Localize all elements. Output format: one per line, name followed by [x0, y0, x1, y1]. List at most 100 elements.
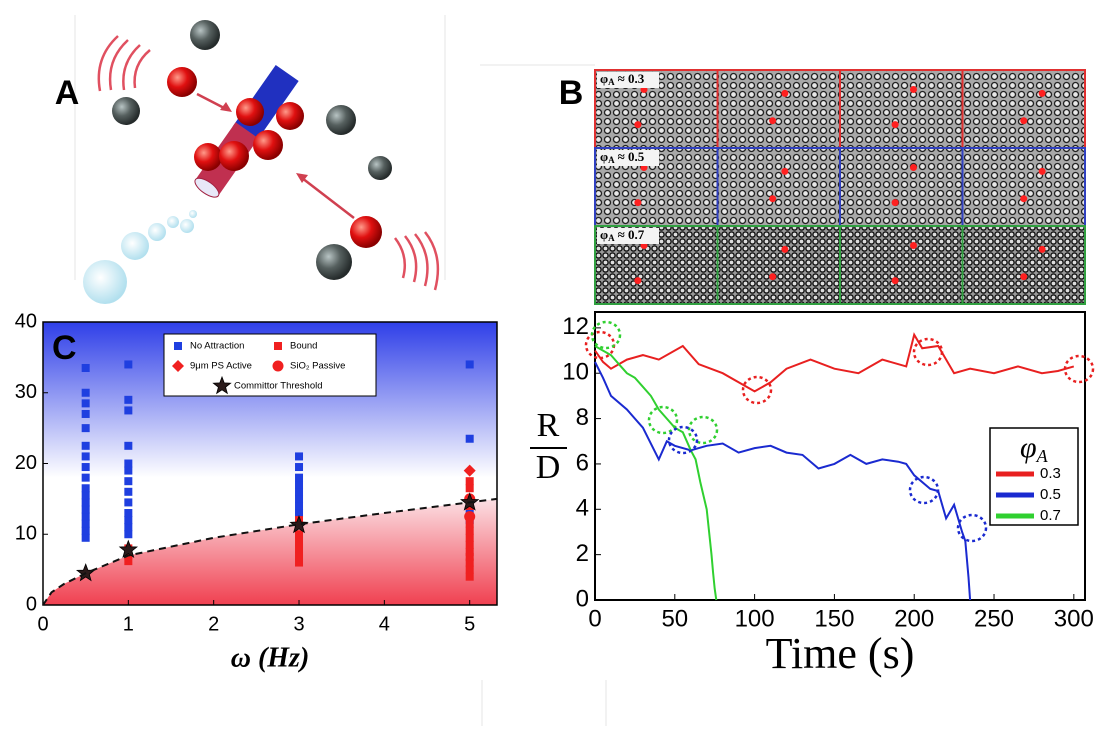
point [82, 410, 90, 418]
micrograph [963, 226, 1086, 304]
point [466, 548, 474, 556]
tracked-particle [1039, 90, 1046, 97]
micrograph [963, 148, 1086, 226]
row-label: φA≈ 0.7 [600, 227, 645, 243]
y-tick-label: 0 [26, 593, 37, 615]
y-tick-label: 4 [576, 495, 589, 522]
point [466, 477, 474, 485]
point [466, 566, 474, 574]
point [82, 513, 90, 521]
point [82, 505, 90, 513]
tracked-particle [781, 246, 788, 253]
point [82, 484, 90, 492]
page: A B φA≈ 0.3φA≈ 0.5φA≈ 0.7 01020304001234… [0, 0, 1105, 731]
point [124, 530, 132, 538]
point [466, 484, 474, 492]
point [82, 534, 90, 542]
tracked-particle [769, 195, 776, 202]
y-tick-label: 6 [576, 449, 589, 476]
point [295, 544, 303, 552]
x-tick-label: 4 [379, 613, 390, 635]
point [124, 477, 132, 485]
tracked-particle [892, 121, 899, 128]
point [124, 360, 132, 368]
x-axis-label: Time (s) [766, 629, 915, 678]
point [82, 424, 90, 432]
y-axis-label: R [537, 407, 560, 444]
point [295, 481, 303, 489]
legend-label: 9μm PS Active [190, 361, 252, 372]
legend-label: No Attraction [190, 341, 244, 352]
micrograph [840, 70, 963, 148]
point [82, 452, 90, 460]
panel-label: C [52, 329, 77, 367]
point [124, 516, 132, 524]
tracked-particle [769, 273, 776, 280]
point [295, 474, 303, 482]
point [82, 463, 90, 471]
point [124, 488, 132, 496]
y-tick-label: 2 [576, 540, 589, 567]
point [82, 498, 90, 506]
point [82, 520, 90, 528]
x-tick-label: 3 [293, 613, 304, 635]
x-tick-label: 1 [123, 613, 134, 635]
point [464, 511, 475, 522]
point [82, 527, 90, 535]
tracked-particle [1020, 117, 1027, 124]
y-tick-label: 0 [576, 585, 589, 612]
tracked-particle [892, 199, 899, 206]
point [274, 342, 282, 350]
row-label: φA≈ 0.3 [600, 71, 645, 87]
y-tick-label: 20 [15, 452, 37, 474]
y-axis-label: D [536, 449, 561, 486]
point [295, 502, 303, 510]
x-tick-label: 0 [588, 605, 601, 632]
tracked-particle [910, 242, 917, 249]
micrograph [718, 148, 841, 226]
point [124, 442, 132, 450]
legend-label: Bound [290, 341, 317, 352]
point [295, 488, 303, 496]
tracked-particle [892, 277, 899, 284]
point [174, 342, 182, 350]
tracked-particle [910, 86, 917, 93]
x-tick-label: 50 [661, 605, 688, 632]
point [124, 460, 132, 468]
chart: 024681012050100150200250300φA0.30.50.7RD… [530, 312, 1094, 678]
y-tick-label: 10 [15, 523, 37, 545]
legend-label: 0.5 [1040, 486, 1061, 503]
illustration [75, 15, 445, 304]
point [295, 537, 303, 545]
point [124, 498, 132, 506]
point [124, 509, 132, 517]
point [273, 361, 284, 372]
panel-label: B [559, 74, 584, 112]
x-tick-label: 0 [37, 613, 48, 635]
point [82, 364, 90, 372]
point [124, 406, 132, 414]
point [295, 452, 303, 460]
point [466, 360, 474, 368]
point [82, 399, 90, 407]
y-tick-label: 30 [15, 381, 37, 403]
micrograph [718, 70, 841, 148]
tracked-particle [769, 117, 776, 124]
point [466, 541, 474, 549]
tracked-particle [1039, 168, 1046, 175]
x-axis-label: ω (Hz) [231, 642, 310, 673]
tracked-particle [781, 90, 788, 97]
legend-label: SiO₂ Passive [290, 361, 345, 372]
point [124, 467, 132, 475]
micrographs: φA≈ 0.3φA≈ 0.5φA≈ 0.7 [595, 70, 1085, 304]
point [295, 530, 303, 538]
tracked-particle [910, 164, 917, 171]
y-tick-label: 40 [15, 310, 37, 332]
micrograph [840, 148, 963, 226]
micrograph [840, 226, 963, 304]
point [295, 559, 303, 567]
tracked-particle [1020, 273, 1027, 280]
panel-label: A [55, 74, 80, 112]
tracked-particle [634, 121, 641, 128]
